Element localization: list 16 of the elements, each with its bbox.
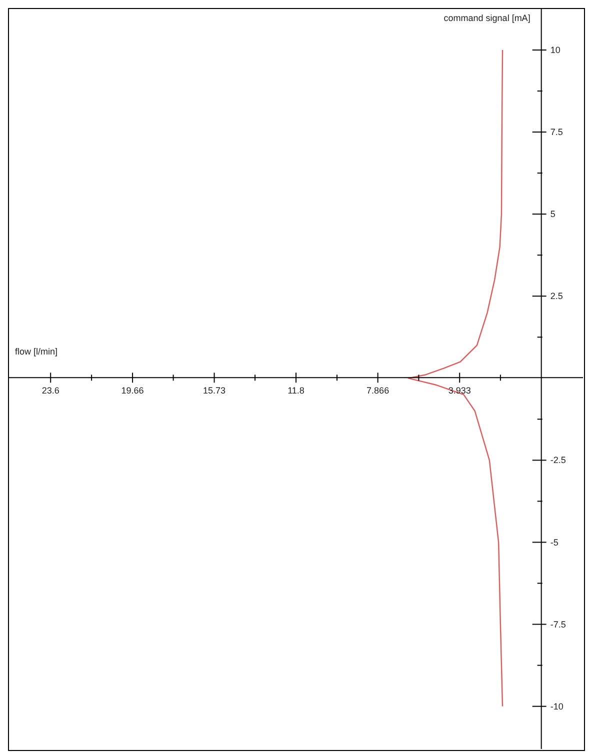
y-tick-label: -10 bbox=[550, 701, 564, 712]
x-tick-label: 11.8 bbox=[288, 386, 304, 396]
line-series bbox=[408, 49, 504, 707]
y-axis-title: command signal [mA] bbox=[444, 13, 530, 23]
x-tick-label: 7.866 bbox=[366, 386, 390, 396]
y-tick-label: -7.5 bbox=[550, 619, 566, 630]
y-tick-label: 10 bbox=[550, 45, 560, 56]
y-tick-label: 7.5 bbox=[550, 127, 563, 138]
y-tick-label: -2.5 bbox=[550, 455, 566, 466]
x-tick-label: 23.6 bbox=[42, 386, 60, 396]
y-tick-label: 2.5 bbox=[550, 291, 563, 302]
y-tick-label: -5 bbox=[550, 537, 558, 548]
x-tick-label: 19.66 bbox=[121, 386, 144, 396]
x-tick-label: 15.73 bbox=[203, 386, 226, 396]
y-tick-label: 5 bbox=[550, 209, 556, 220]
x-axis-title: flow [l/min] bbox=[15, 346, 58, 357]
